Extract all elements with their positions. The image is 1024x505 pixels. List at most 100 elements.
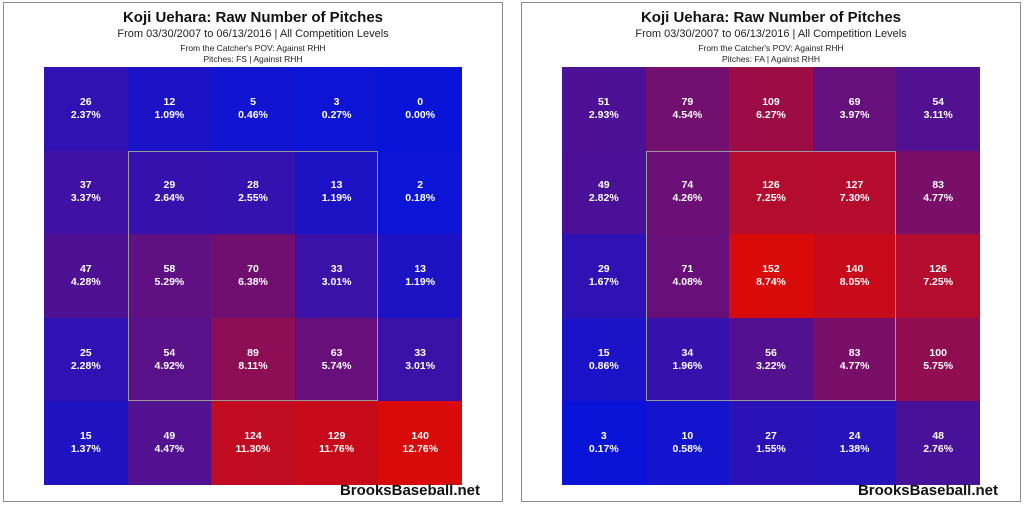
heatmap-cell: 10 0.58% xyxy=(645,401,730,485)
cell-count: 47 xyxy=(79,262,92,275)
heatmap-cell: 109 6.27% xyxy=(729,67,813,151)
heatmap-cell: 51 2.93% xyxy=(562,67,646,151)
watermark: BrooksBaseball.net xyxy=(339,482,480,499)
cell-percent: 8.74% xyxy=(756,275,786,288)
cell-count: 28 xyxy=(247,179,259,192)
cell-percent: 4.28% xyxy=(70,275,101,288)
cell-count: 26 xyxy=(79,95,92,108)
cell-percent: 5.29% xyxy=(154,275,185,288)
heatmap-cell: 127 7.30% xyxy=(812,150,897,235)
heatmap-cell: 49 2.82% xyxy=(562,150,646,235)
heatmap-cell: 0 0.00% xyxy=(378,67,462,151)
cell-count: 152 xyxy=(762,262,780,275)
heatmap-cell: 124 11.30% xyxy=(211,401,295,485)
cell-count: 129 xyxy=(327,430,346,443)
heatmap-cell: 126 7.25% xyxy=(896,234,980,318)
cell-count: 49 xyxy=(597,179,610,192)
cell-percent: 2.28% xyxy=(70,359,101,372)
cell-percent: 2.37% xyxy=(70,108,101,121)
cell-percent: 6.38% xyxy=(238,275,268,288)
cell-count: 54 xyxy=(932,95,945,108)
heatmap-cell: 15 1.37% xyxy=(44,401,128,485)
cell-percent: 4.92% xyxy=(154,359,185,372)
heatmap-cell: 48 2.76% xyxy=(896,401,980,485)
heatmap-cell: 2 0.18% xyxy=(378,150,462,235)
cell-count: 140 xyxy=(411,430,429,443)
cell-count: 49 xyxy=(163,430,176,443)
cell-count: 37 xyxy=(79,179,92,192)
chart-title: Koji Uehara: Raw Number of Pitches xyxy=(640,9,902,26)
heatmap-cell: 140 12.76% xyxy=(378,401,462,485)
cell-count: 33 xyxy=(330,262,343,275)
cell-count: 79 xyxy=(681,95,694,108)
cell-percent: 2.76% xyxy=(923,443,954,456)
cell-count: 89 xyxy=(247,346,259,359)
cell-count: 2 xyxy=(417,179,424,192)
cell-percent: 0.46% xyxy=(238,108,268,121)
cell-percent: 8.11% xyxy=(238,359,268,372)
cell-count: 140 xyxy=(845,262,864,275)
heatmap-cell: 100 5.75% xyxy=(896,317,980,402)
cell-percent: 1.67% xyxy=(588,275,619,288)
chart-subtitle: From 03/30/2007 to 06/13/2016 | All Comp… xyxy=(635,28,907,40)
cell-count: 15 xyxy=(597,346,610,359)
cell-percent: 1.19% xyxy=(405,275,436,288)
cell-count: 83 xyxy=(932,179,945,192)
cell-count: 3 xyxy=(333,95,340,108)
heatmap-cell: 5 0.46% xyxy=(211,67,295,151)
heatmap-grid: 26 2.37% 12 1.09% 5 0.46% 3 0.27% 0 0.00% 37 3.37% 2… xyxy=(44,67,462,485)
cell-count: 69 xyxy=(848,95,861,108)
cell-count: 29 xyxy=(163,179,176,192)
cell-percent: 4.26% xyxy=(672,192,703,205)
heatmap-cell: 140 8.05% xyxy=(812,234,897,318)
heatmap-cell: 37 3.37% xyxy=(44,150,128,235)
heatmap-cell: 89 8.11% xyxy=(211,317,295,402)
heatmap-cell: 26 2.37% xyxy=(44,67,128,151)
cell-percent: 1.09% xyxy=(154,108,185,121)
cell-count: 27 xyxy=(765,430,777,443)
cell-percent: 4.08% xyxy=(672,275,703,288)
cell-percent: 4.77% xyxy=(923,192,954,205)
cell-percent: 1.96% xyxy=(672,359,703,372)
heatmap-cell: 33 3.01% xyxy=(378,317,462,402)
cell-percent: 2.93% xyxy=(588,108,619,121)
cell-percent: 11.76% xyxy=(319,443,355,456)
cell-count: 109 xyxy=(762,95,780,108)
cell-percent: 3.37% xyxy=(70,192,101,205)
cell-percent: 3.97% xyxy=(839,108,870,121)
cell-percent: 0.00% xyxy=(405,108,436,121)
heatmap-cell: 3 0.27% xyxy=(294,67,379,151)
cell-count: 0 xyxy=(417,95,424,108)
heatmap-cell: 69 3.97% xyxy=(812,67,897,151)
heatmap-cell: 13 1.19% xyxy=(378,234,462,318)
cell-count: 63 xyxy=(330,346,343,359)
cell-count: 5 xyxy=(250,95,256,108)
heatmap-grid: 51 2.93% 79 4.54% 109 6.27% 69 3.97% 54 3.11% 49 2.… xyxy=(562,67,980,485)
heatmap-cell: 63 5.74% xyxy=(294,317,379,402)
cell-count: 13 xyxy=(414,262,427,275)
cell-percent: 1.55% xyxy=(756,443,786,456)
heatmap-cell: 58 5.29% xyxy=(127,234,212,318)
heatmap-cell: 3 0.17% xyxy=(562,401,646,485)
chart-title: Koji Uehara: Raw Number of Pitches xyxy=(122,9,384,26)
cell-count: 83 xyxy=(848,346,861,359)
cell-count: 15 xyxy=(79,430,92,443)
cell-percent: 2.82% xyxy=(588,192,619,205)
heatmap-cell: 129 11.76% xyxy=(294,401,379,485)
chart-pov-caption: From the Catcher's POV: Against RHH xyxy=(180,43,326,53)
cell-count: 3 xyxy=(600,430,607,443)
cell-count: 33 xyxy=(414,346,427,359)
chart-subtitle: From 03/30/2007 to 06/13/2016 | All Comp… xyxy=(117,28,389,40)
cell-percent: 3.01% xyxy=(405,359,436,372)
heatmap-panel-fa: Koji Uehara: Raw Number of Pitches From … xyxy=(521,2,1021,502)
cell-percent: 7.25% xyxy=(756,192,786,205)
heatmap-cell: 83 4.77% xyxy=(896,150,980,235)
cell-percent: 0.58% xyxy=(672,443,703,456)
cell-count: 12 xyxy=(163,95,176,108)
cell-count: 100 xyxy=(929,346,947,359)
heatmap-cell: 54 4.92% xyxy=(127,317,212,402)
cell-percent: 11.30% xyxy=(235,443,271,456)
cell-percent: 5.75% xyxy=(923,359,954,372)
heatmap-cell: 13 1.19% xyxy=(294,150,379,235)
cell-count: 126 xyxy=(762,179,780,192)
